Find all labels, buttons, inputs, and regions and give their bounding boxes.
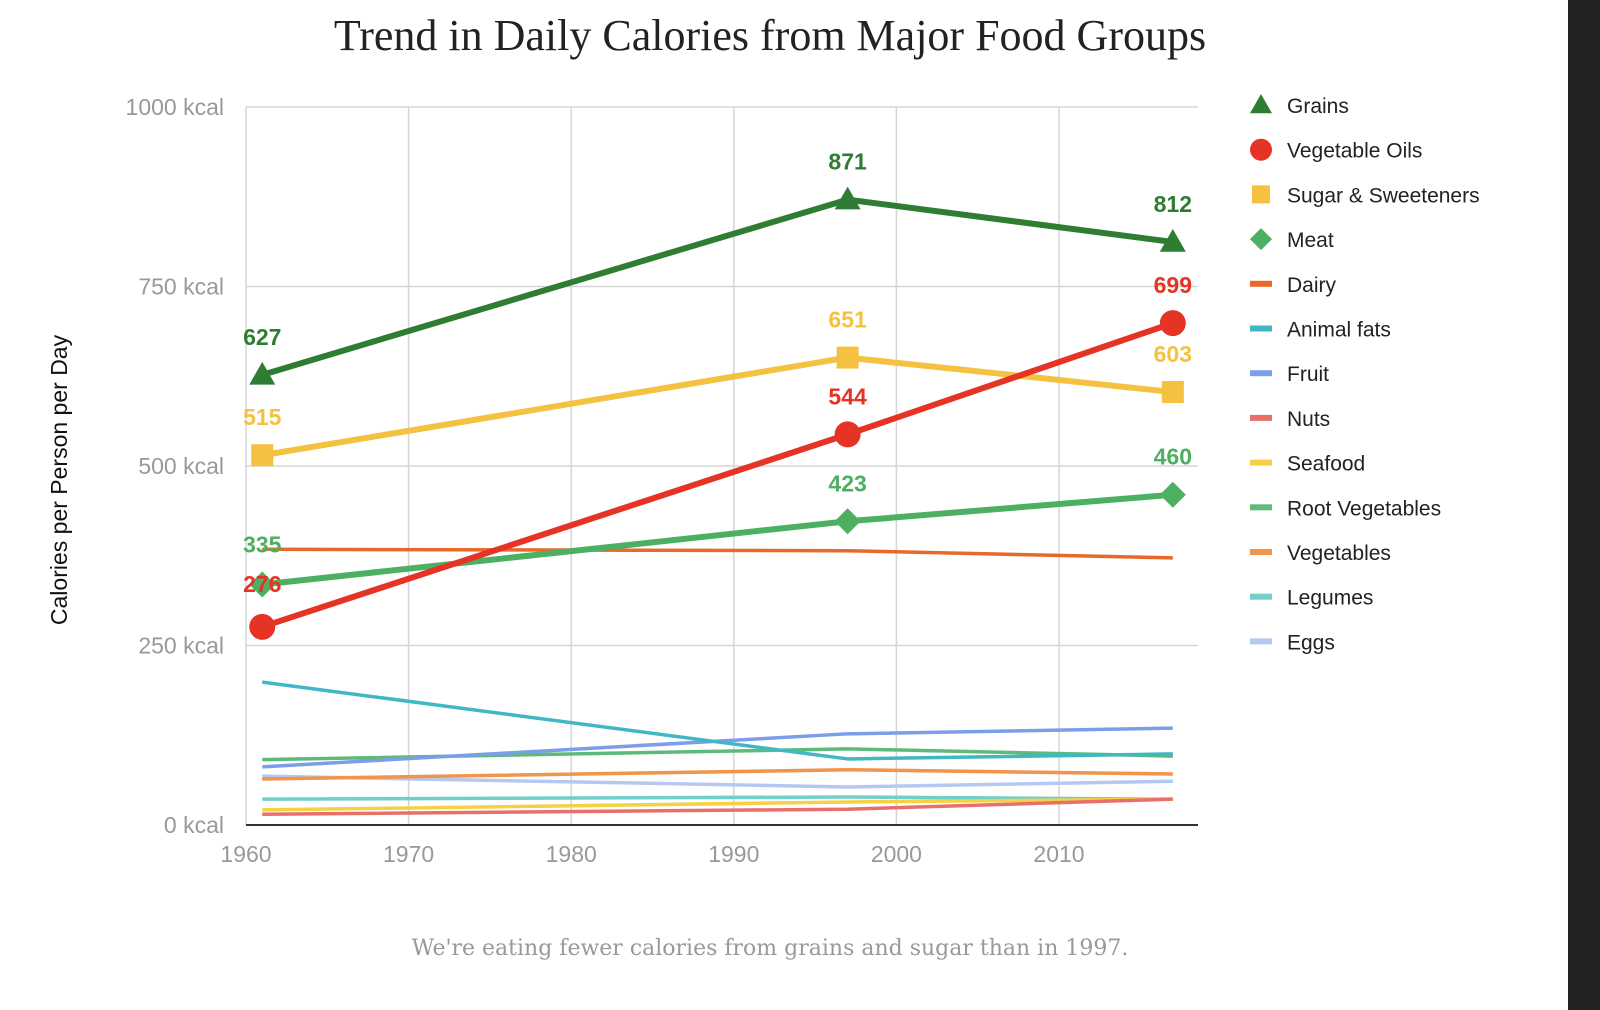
x-tick-label: 2010 <box>1033 841 1084 867</box>
data-label: 276 <box>243 571 281 597</box>
y-tick-label: 0 kcal <box>164 812 224 838</box>
legend-marker-circle <box>1250 138 1272 161</box>
legend-label: Fruit <box>1287 363 1329 386</box>
series-line-eggs <box>262 774 1173 789</box>
data-point <box>836 346 859 369</box>
legend-marker-line <box>1250 549 1272 555</box>
legend-marker-line <box>1250 414 1272 421</box>
y-tick-label: 500 kcal <box>138 453 224 479</box>
data-label: 812 <box>1154 191 1192 217</box>
series-line-fruit <box>262 726 1173 769</box>
legend-label: Seafood <box>1287 453 1365 476</box>
legend-marker-line <box>1250 504 1272 511</box>
series-line-vegetable-oils <box>261 320 1174 630</box>
legend-label: Eggs <box>1287 631 1335 654</box>
legend-label: Legumes <box>1287 587 1373 610</box>
x-tick-label: 1970 <box>383 841 434 867</box>
data-label: 423 <box>828 470 866 496</box>
y-axis-label: Calories per Person per Day <box>46 334 72 625</box>
legend-marker-square <box>1252 185 1270 204</box>
data-label: 871 <box>828 149 867 175</box>
data-label: 515 <box>243 404 282 430</box>
data-point <box>251 444 274 467</box>
data-point <box>249 361 276 385</box>
y-tick-label: 250 kcal <box>138 633 224 659</box>
legend-marker-line <box>1250 459 1272 466</box>
legend-label: Animal fats <box>1287 319 1391 342</box>
data-point <box>834 508 861 535</box>
legend-label: Sugar & Sweeteners <box>1287 184 1480 207</box>
series-line-dairy <box>262 547 1173 560</box>
series-line-vegetables <box>262 767 1173 781</box>
legend-marker-line <box>1250 638 1272 645</box>
data-label: 335 <box>243 531 282 557</box>
legend-marker-line <box>1250 370 1272 377</box>
series-line-animal-fats <box>262 680 1173 761</box>
data-point <box>1159 481 1186 508</box>
legend-marker-line <box>1250 325 1272 332</box>
series-line-seafood <box>262 797 1173 812</box>
y-tick-label: 1000 kcal <box>126 94 224 120</box>
window-edge <box>1568 0 1600 1010</box>
legend-label: Vegetables <box>1287 542 1391 565</box>
legend-marker-diamond <box>1250 228 1272 251</box>
data-label: 651 <box>828 307 867 333</box>
data-label: 627 <box>243 324 281 350</box>
data-label: 544 <box>828 383 867 409</box>
data-point <box>834 421 861 448</box>
data-point <box>249 613 276 640</box>
data-label: 699 <box>1154 272 1192 298</box>
x-tick-label: 1960 <box>220 841 271 867</box>
series-line-meat <box>261 491 1174 588</box>
x-tick-label: 1990 <box>708 841 759 867</box>
data-point <box>834 186 861 210</box>
data-point <box>1159 228 1186 252</box>
data-point <box>249 571 276 598</box>
series-line-nuts <box>262 797 1173 816</box>
x-tick-label: 1980 <box>546 841 597 867</box>
chart-caption: We're eating fewer calories from grains … <box>411 936 1129 961</box>
x-tick-label: 2000 <box>871 841 922 867</box>
legend-label: Vegetable Oils <box>1287 140 1422 163</box>
data-point <box>1161 381 1184 404</box>
chart-title: Trend in Daily Calories from Major Food … <box>333 11 1207 60</box>
legend-marker-triangle <box>1250 94 1272 114</box>
legend-label: Dairy <box>1287 274 1337 297</box>
legend-label: Root Vegetables <box>1287 497 1441 520</box>
data-label: 460 <box>1154 444 1192 470</box>
data-point <box>1159 310 1186 337</box>
legend-label: Meat <box>1287 229 1334 252</box>
y-tick-label: 750 kcal <box>138 274 224 300</box>
legend-marker-line <box>1250 280 1272 287</box>
legend-marker-line <box>1250 593 1272 600</box>
data-label: 603 <box>1154 341 1192 367</box>
legend-label: Nuts <box>1287 408 1330 431</box>
legend-label: Grains <box>1287 95 1349 118</box>
